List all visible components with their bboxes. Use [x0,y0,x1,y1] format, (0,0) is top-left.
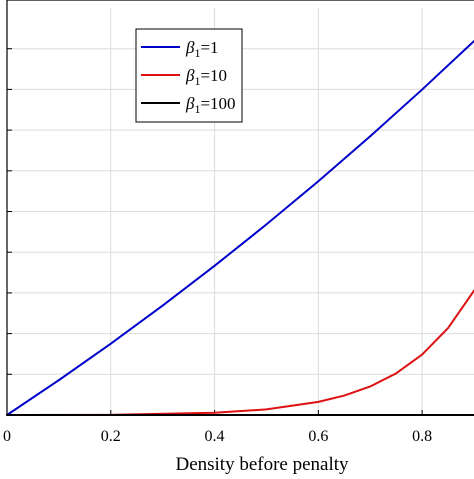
x-tick-label: 0 [3,428,11,445]
tick-labels: 0 0.2 0.4 0.6 0.8 [3,428,432,445]
series-line-1 [6,40,474,416]
x-tick-label: 0.8 [412,428,432,445]
x-tick-label: 0.4 [205,428,225,445]
x-tick-label: 0.2 [101,428,121,445]
grid [7,8,474,415]
legend-label-1: β1=1 [185,38,219,60]
series-lines [6,40,474,416]
legend-label-3: β1=100 [185,94,236,116]
x-tick-label: 0.6 [308,428,328,445]
series-line-2 [6,289,474,416]
legend: β1=1 β1=10 β1=100 [135,28,243,123]
x-axis-label: Density before penalty [175,454,349,474]
legend-label-2: β1=10 [185,66,227,88]
